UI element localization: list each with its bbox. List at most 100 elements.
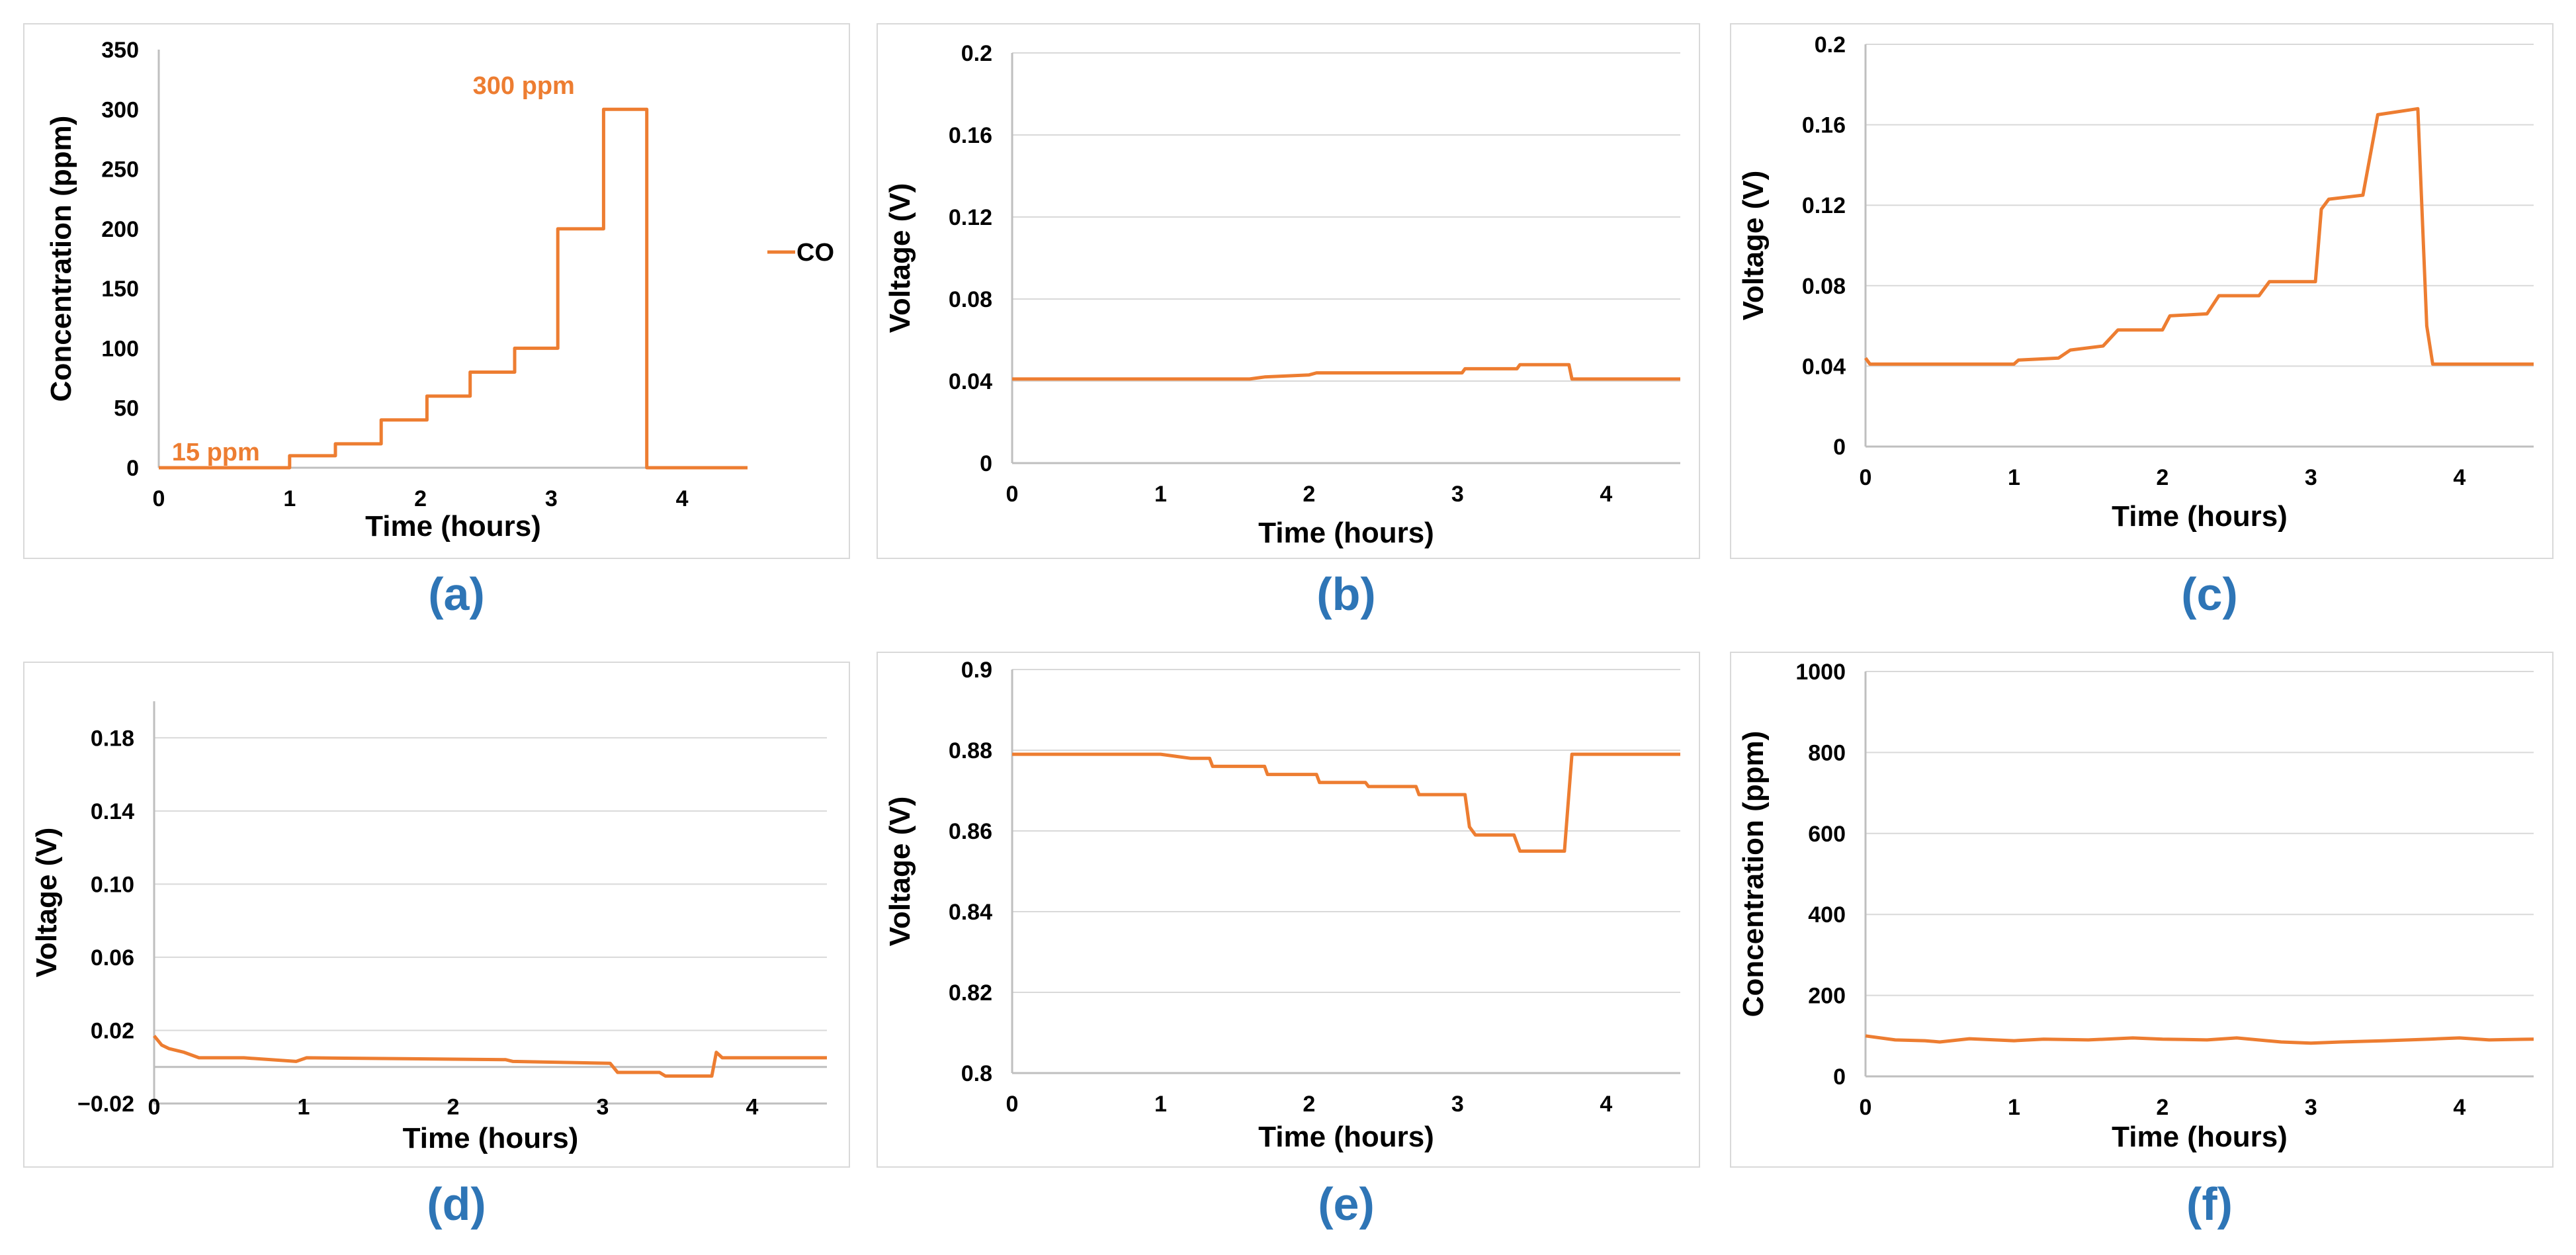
x-tick-label: 3 (1451, 1092, 1464, 1117)
y-tick-label: 0 (1833, 1064, 1846, 1090)
x-tick-label: 3 (2305, 465, 2317, 490)
y-tick-label: 0.84 (949, 900, 992, 925)
y-tick-label: 400 (1808, 902, 1846, 928)
x-tick-label: 2 (1303, 482, 1315, 507)
chart-frame (1730, 23, 2554, 559)
y-tick-label: 100 (101, 336, 139, 361)
y-axis-label: Voltage (V) (884, 797, 916, 947)
chart-panel-f: 0 200 400 600 800 1000 0 1 2 3 4 Time (hours) Concen… (1730, 652, 2554, 1168)
y-tick-label: 0.8 (961, 1061, 992, 1086)
x-tick-label: 1 (2008, 1095, 2020, 1120)
x-tick-label: 3 (545, 486, 558, 511)
series-line (1865, 1034, 2534, 1045)
y-axis-label: Voltage (V) (1737, 171, 1770, 321)
y-tick-label: 250 (101, 157, 139, 183)
x-tick-label: 0 (1006, 482, 1019, 507)
x-tick-label: 2 (1303, 1092, 1315, 1117)
y-tick-label: 600 (1808, 822, 1846, 847)
x-tick-label: 4 (746, 1095, 759, 1120)
chart-panel-d: −0.02 0.02 0.06 0.10 0.14 0.18 0 1 2 3 4 Time (hour… (23, 662, 850, 1168)
y-tick-label: 200 (1808, 984, 1846, 1009)
x-tick-label: 1 (298, 1095, 310, 1120)
x-tick-label: 2 (2156, 465, 2168, 490)
x-tick-label: 4 (1600, 1092, 1612, 1117)
caption-f: (f) (2186, 1178, 2233, 1230)
y-tick-label: 0.04 (949, 369, 992, 394)
y-tick-label: 0.82 (949, 980, 992, 1006)
y-tick-label: 0.12 (1802, 193, 1846, 218)
y-axis-label: Voltage (V) (884, 183, 916, 333)
y-tick-label: 0.06 (91, 945, 134, 971)
y-tick-label: 0.08 (1802, 274, 1846, 299)
x-tick-label: 1 (1154, 1092, 1167, 1117)
caption-e: (e) (1318, 1178, 1375, 1230)
series-line (1012, 752, 1680, 853)
annotation: 15 ppm (172, 439, 260, 466)
y-tick-label: 0.10 (91, 872, 134, 897)
series-line (153, 1035, 827, 1078)
y-tick-label: 0.02 (91, 1018, 134, 1043)
x-tick-label: 0 (1860, 465, 1872, 490)
x-tick-label: 0 (1860, 1095, 1872, 1120)
y-tick-label: 1000 (1795, 660, 1846, 685)
caption-c: (c) (2181, 568, 2238, 620)
y-tick-label: 0.2 (961, 41, 992, 66)
series-line (1864, 107, 2534, 366)
x-axis-label: Time (hours) (1258, 517, 1434, 549)
x-axis-label: Time (hours) (2112, 1121, 2288, 1153)
chart-svg: 0 50 100 150 200 250 300 350 0 1 2 3 4 Time (hours) Co… (45, 38, 834, 542)
chart-svg: 0 0.04 0.08 0.12 0.16 0.2 0 1 2 3 4 Time (hours) Vol… (884, 41, 1680, 549)
chart-svg: 0 0.04 0.08 0.12 0.16 0.2 0 1 2 3 4 Time (hours) Vol… (1737, 32, 2534, 533)
y-tick-label: 200 (101, 217, 139, 242)
x-tick-label: 3 (1451, 482, 1464, 507)
y-tick-label: 0.2 (1815, 32, 1846, 58)
y-tick-label: 800 (1808, 740, 1846, 765)
chart-frame (23, 23, 850, 559)
chart-panel-b: 0 0.04 0.08 0.12 0.16 0.2 0 1 2 3 4 Time (hours) Vol… (877, 23, 1700, 559)
y-tick-label: 150 (101, 277, 139, 302)
x-axis-label: Time (hours) (1258, 1121, 1434, 1153)
y-tick-label: 50 (114, 396, 139, 421)
x-tick-label: 3 (2305, 1095, 2317, 1120)
y-tick-label: 0.88 (949, 738, 992, 763)
y-axis-label: Voltage (V) (30, 828, 63, 978)
chart-frame (877, 652, 1700, 1168)
x-tick-label: 2 (2156, 1095, 2168, 1120)
y-axis-label: Concentration (ppm) (1737, 731, 1770, 1017)
series-line (159, 107, 748, 470)
x-tick-label: 2 (447, 1095, 460, 1120)
y-tick-label: 350 (101, 38, 139, 63)
y-tick-label: 0 (1833, 435, 1846, 460)
chart-svg: 0 200 400 600 800 1000 0 1 2 3 4 Time (hours) Concen… (1737, 660, 2534, 1153)
chart-svg: −0.02 0.02 0.06 0.10 0.14 0.18 0 1 2 3 4 Time (hour… (30, 701, 827, 1154)
x-tick-label: 1 (1154, 482, 1167, 507)
x-tick-label: 2 (414, 486, 427, 511)
y-tick-label: 0.18 (91, 726, 134, 751)
x-tick-label: 3 (597, 1095, 609, 1120)
legend-label: CO (796, 239, 834, 267)
y-tick-label: 0.16 (1802, 113, 1846, 138)
y-tick-label: −0.02 (77, 1092, 134, 1117)
x-tick-label: 4 (676, 486, 689, 511)
x-axis-label: Time (hours) (403, 1122, 579, 1154)
x-axis-label: Time (hours) (2112, 500, 2288, 533)
y-tick-label: 0.86 (949, 819, 992, 844)
chart-frame (1730, 652, 2554, 1168)
y-tick-label: 0.14 (91, 799, 134, 824)
x-tick-label: 4 (1600, 482, 1612, 507)
y-tick-label: 0 (126, 456, 139, 481)
chart-panel-c: 0 0.04 0.08 0.12 0.16 0.2 0 1 2 3 4 Time (hours) Vol… (1730, 23, 2554, 559)
chart-frame (877, 23, 1700, 559)
x-tick-label: 1 (283, 486, 296, 511)
x-tick-label: 0 (148, 1095, 161, 1120)
chart-svg: 0.8 0.82 0.84 0.86 0.88 0.9 0 1 2 3 4 Time (hours) V… (884, 658, 1680, 1153)
x-tick-label: 4 (2453, 465, 2466, 490)
chart-panel-a: 0 50 100 150 200 250 300 350 0 1 2 3 4 Time (hours) Co… (23, 23, 850, 559)
y-tick-label: 0.04 (1802, 354, 1846, 379)
y-tick-label: 300 (101, 97, 139, 122)
chart-frame (23, 662, 850, 1168)
y-axis-label: Concentration (ppm) (45, 116, 77, 402)
annotation: 300 ppm (473, 72, 575, 100)
y-tick-label: 0.16 (949, 123, 992, 148)
series-line (1012, 363, 1680, 381)
